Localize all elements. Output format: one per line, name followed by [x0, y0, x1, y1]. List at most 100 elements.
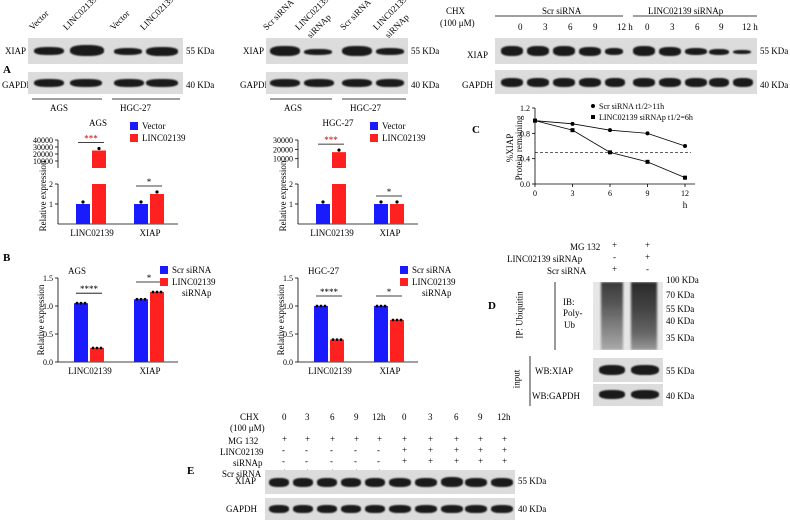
y-tick-label: 1 [289, 200, 293, 209]
sign: - [282, 456, 285, 466]
y-axis-label: Relative expression [276, 284, 286, 355]
significance-label: * [147, 273, 152, 283]
mw-label-40: 40 KDa [760, 80, 789, 90]
legend-label: siRNAp [182, 288, 212, 298]
data-point [379, 200, 383, 204]
time-label: 12 h [617, 22, 633, 32]
data-point [97, 146, 101, 151]
data-point [331, 338, 335, 341]
x-tick-label: 6 [608, 189, 612, 198]
sign: - [613, 252, 616, 262]
time-label: 0 [282, 412, 287, 422]
data-point [315, 304, 319, 308]
condition-row-label: siRNAp [233, 458, 263, 468]
bar-chart-a-ags: AGS Relative expression 1 2 1000020000300004… [33, 118, 186, 238]
sign: + [305, 434, 311, 444]
x-axis-label: h [683, 200, 688, 210]
y-tick-label: 2 [289, 180, 293, 189]
data-point [645, 131, 650, 136]
input-bracket [529, 356, 531, 406]
x-tick-label: 12 [681, 189, 689, 198]
sign: + [645, 240, 651, 250]
sign: + [502, 456, 508, 466]
condition-row-label: CHX [240, 412, 260, 422]
data-point [75, 301, 79, 305]
sign: + [478, 434, 484, 444]
mw-label-40: 40 KDa [666, 391, 695, 401]
time-label: 9 [593, 22, 598, 32]
sign: + [377, 434, 383, 444]
sign: + [612, 240, 618, 250]
y-tick-label: 20000 [33, 150, 53, 159]
data-point [151, 290, 155, 294]
chart-title: HGC-27 [323, 118, 354, 128]
sign: - [377, 456, 380, 466]
ip-bracket [554, 282, 556, 350]
data-point [159, 290, 163, 294]
bar [150, 194, 164, 224]
data-point [375, 304, 379, 308]
blot-a1-gapdh [28, 72, 183, 94]
data-point [399, 318, 403, 322]
mw-label-40: 40 KDa [411, 80, 440, 90]
significance-label: * [387, 287, 392, 297]
data-point [91, 346, 95, 350]
y-tick-label: 10000 [33, 157, 53, 166]
panel-d-letter: D [488, 300, 496, 312]
bar [332, 152, 346, 168]
input-label: input [511, 369, 522, 389]
time-label: 6 [454, 412, 459, 422]
x-tick-label: 0 [533, 189, 537, 198]
mw-label-40: 40 KDa [666, 316, 695, 326]
y-tick-label: 30000 [273, 136, 293, 145]
protein-label-xiap: XIAP [5, 46, 27, 56]
x-tick-label: 3 [571, 189, 575, 198]
y-tick-label: 1.0 [43, 302, 53, 311]
data-point [83, 301, 87, 305]
x-tick-label: LINC02139 [308, 366, 352, 376]
data-point [79, 301, 83, 305]
data-point [683, 175, 687, 180]
sign: + [428, 434, 434, 444]
cell-line-ags: AGS [284, 103, 303, 113]
legend-swatch [370, 134, 378, 142]
y-tick-label: 1.5 [283, 274, 293, 283]
significance-label: *** [84, 134, 98, 144]
bar-chart-a-hgc: HGC-27 Relative expression 1 2 1000020000300… [273, 118, 426, 238]
protein-label-gapdh: GAPDH [240, 80, 272, 90]
y-tick-label: 0.0 [43, 358, 53, 367]
sign: + [354, 434, 360, 444]
y-tick-label: 10000 [273, 155, 293, 164]
legend-label: Vector [382, 121, 406, 131]
sign: - [354, 456, 357, 466]
x-tick-label: XIAP [379, 228, 400, 238]
panel-c-letter: C [472, 124, 480, 136]
chx-label: (100 μM) [440, 18, 475, 28]
panel-e-letter: E [187, 465, 195, 477]
data-point [395, 200, 399, 204]
y-tick-label: 0.0 [520, 180, 530, 189]
chart-title: AGS [68, 266, 86, 276]
bar [92, 184, 106, 224]
x-tick-label: LINC02139 [310, 228, 354, 238]
time-label: 9 [354, 412, 359, 422]
condition-row-label: Scr siRNA [547, 266, 587, 276]
data-point [379, 304, 383, 308]
sign: + [454, 456, 460, 466]
data-point [645, 159, 650, 164]
sign: - [646, 264, 649, 274]
series-line [534, 120, 686, 147]
legend-label: siRNAp [422, 288, 452, 298]
panel-a-letter: A [3, 64, 11, 76]
wb-label: WB:GAPDH [532, 391, 581, 401]
data-point [395, 318, 399, 322]
mw-label-55: 55 KDa [666, 366, 695, 376]
bar [74, 303, 88, 362]
legend-swatch [400, 278, 408, 286]
x-tick-label: LINC02139 [68, 366, 112, 376]
mw-label-55: 55 KDa [518, 476, 547, 486]
time-label: 12h [372, 412, 386, 422]
time-label: 0 [518, 22, 523, 32]
sign: - [330, 456, 333, 466]
